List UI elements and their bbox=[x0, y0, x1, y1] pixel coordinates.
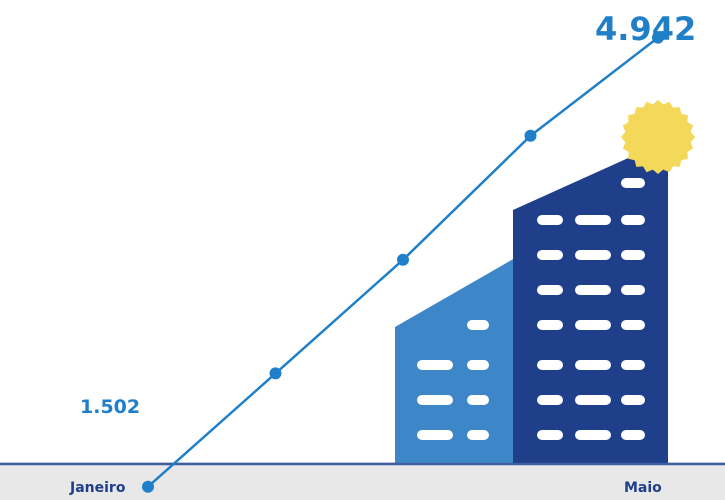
data-point bbox=[142, 480, 154, 493]
building-window bbox=[575, 360, 611, 370]
data-point bbox=[269, 367, 282, 380]
building-window bbox=[621, 360, 645, 370]
building-window bbox=[537, 360, 563, 370]
building-window bbox=[575, 250, 611, 260]
building-window bbox=[467, 430, 489, 440]
x-tick-label-first: Janeiro bbox=[70, 480, 126, 496]
building-window bbox=[537, 430, 563, 440]
building-window bbox=[537, 285, 563, 295]
building-window bbox=[467, 320, 489, 330]
data-label-last: 4.942 bbox=[595, 10, 697, 48]
building-window bbox=[621, 430, 645, 440]
building-window bbox=[621, 215, 645, 225]
building-window bbox=[621, 285, 645, 295]
building-window bbox=[537, 215, 563, 225]
building-illustration bbox=[395, 100, 695, 464]
series-line-group bbox=[142, 31, 664, 493]
office-building-icon bbox=[513, 140, 668, 464]
building-window bbox=[417, 395, 453, 405]
sun-icon bbox=[621, 100, 695, 174]
building-window bbox=[537, 250, 563, 260]
data-point bbox=[524, 129, 537, 142]
building-window bbox=[417, 360, 453, 370]
building-window bbox=[467, 395, 489, 405]
building-window bbox=[537, 395, 563, 405]
x-tick-label-last: Maio bbox=[624, 480, 662, 496]
building-window bbox=[621, 250, 645, 260]
footer-band bbox=[0, 462, 725, 500]
building-window bbox=[467, 360, 489, 370]
building-window bbox=[575, 395, 611, 405]
building-window bbox=[575, 215, 611, 225]
building-window bbox=[575, 320, 611, 330]
building-window bbox=[417, 430, 453, 440]
building-window bbox=[621, 178, 645, 188]
office-building-icon bbox=[395, 258, 515, 464]
data-point bbox=[652, 31, 664, 44]
building-window bbox=[575, 430, 611, 440]
building-window bbox=[621, 320, 645, 330]
data-point bbox=[397, 253, 409, 266]
building-window bbox=[537, 320, 563, 330]
building-window bbox=[621, 395, 645, 405]
data-label-first: 1.502 bbox=[80, 396, 141, 418]
building-window bbox=[575, 285, 611, 295]
